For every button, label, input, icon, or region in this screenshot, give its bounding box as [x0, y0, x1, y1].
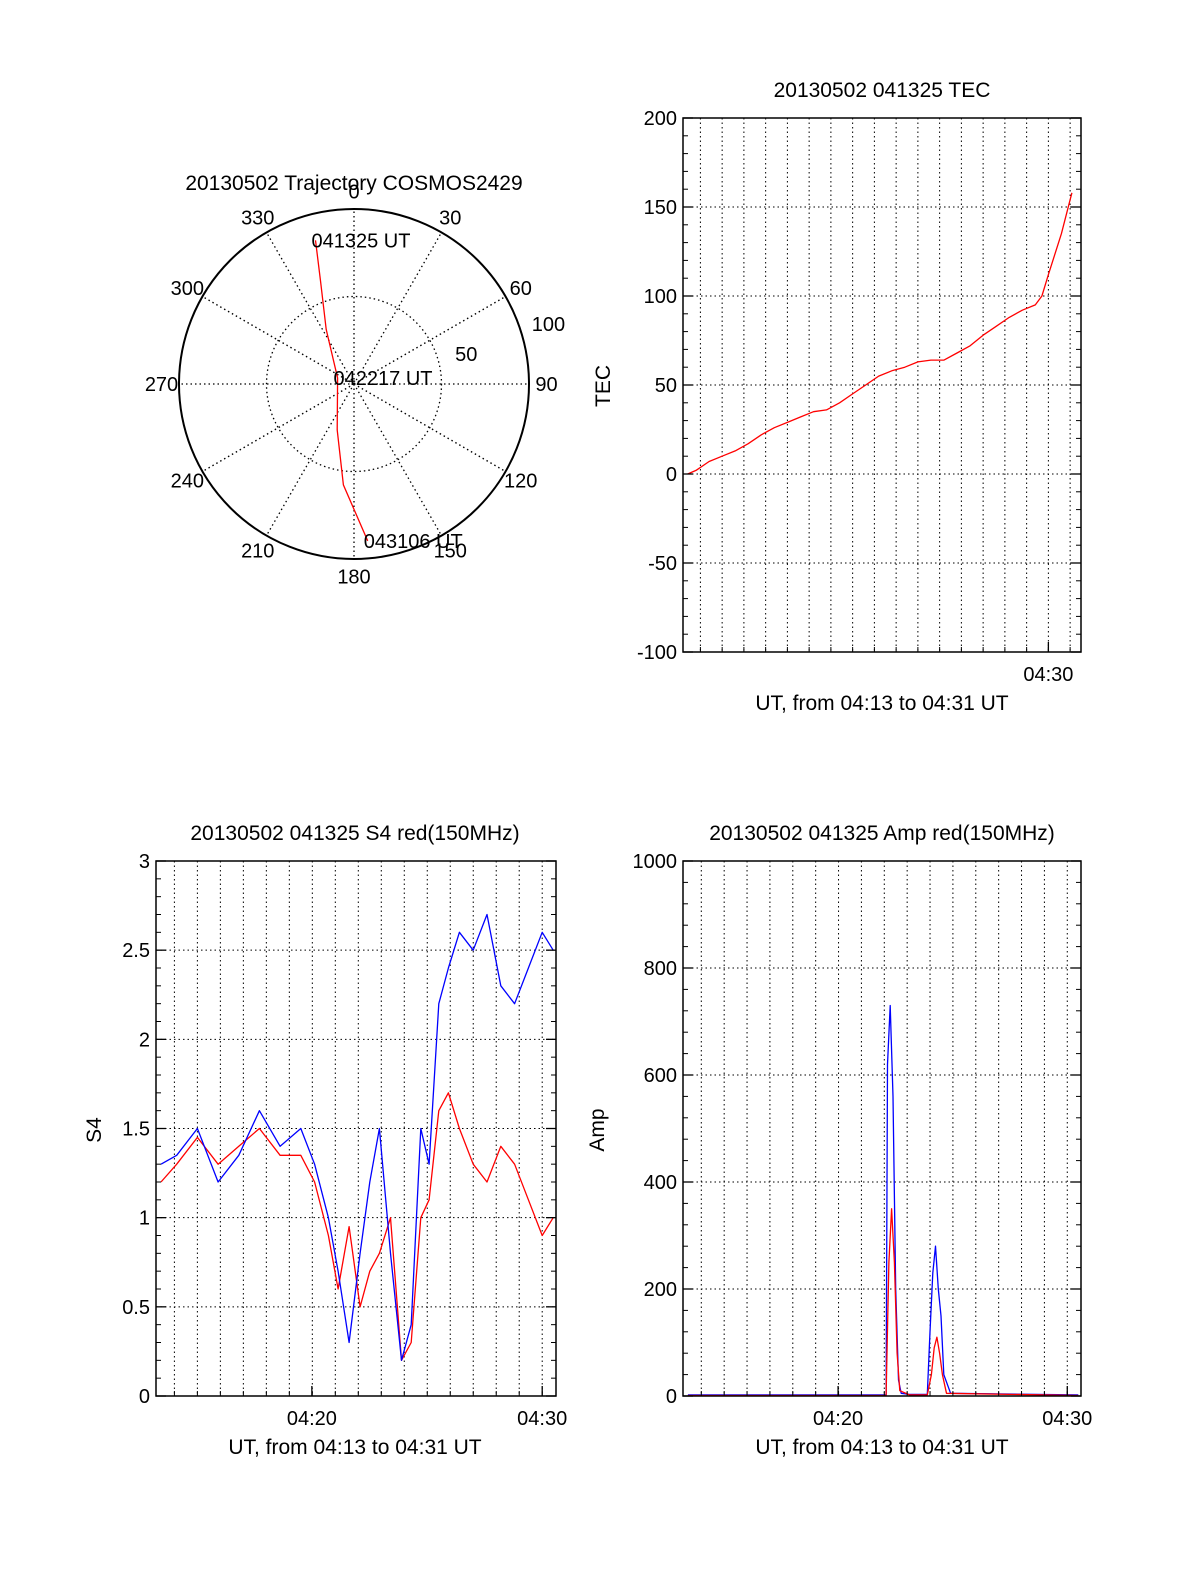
- tec-panel: 20130502 041325 TEC -100 -50 0 50 100 150 200 0…: [592, 79, 1082, 715]
- s4-title: 20130502 041325 S4 red(150MHz): [190, 822, 519, 845]
- trajectory-time-label: 041325 UT: [312, 230, 411, 252]
- x-tick-label: 04:20: [287, 1408, 337, 1430]
- tec-series: [687, 192, 1073, 475]
- trajectory-time-label: 042217 UT: [334, 368, 433, 390]
- tec-title: 20130502 041325 TEC: [774, 79, 991, 102]
- polar-angle-label: 30: [439, 207, 461, 229]
- polar-angle-label: 150: [434, 541, 467, 563]
- polar-spoke: [202, 383, 355, 473]
- trajectory-panel: 20130502 Trajectory COSMOS2429 0 30 60 90 12…: [145, 172, 565, 589]
- polar-angle-label: 240: [171, 470, 204, 492]
- polar-angle-labels: 0 30 60 90 120 150 180 210 240 270 300 330: [145, 182, 558, 589]
- polar-angle-label: 330: [241, 207, 274, 229]
- s4-grid: [156, 861, 556, 1396]
- y-tick-label: 50: [655, 375, 677, 397]
- y-tick-label: 1.5: [122, 1119, 150, 1141]
- y-tick-label: 1: [139, 1208, 150, 1230]
- polar-grid: [179, 209, 529, 559]
- y-tick-label: 200: [644, 108, 677, 130]
- s4-ticks: 0 0.5 1 1.5 2 2.5 3 04:20 04:30: [122, 851, 567, 1430]
- tec-grid: [683, 118, 1081, 652]
- y-tick-label: -50: [648, 553, 677, 575]
- y-tick-label: 400: [644, 1172, 677, 1194]
- y-tick-label: 200: [644, 1279, 677, 1301]
- y-tick-label: 2.5: [122, 940, 150, 962]
- y-tick-label: 150: [644, 197, 677, 219]
- y-tick-label: 600: [644, 1065, 677, 1087]
- s4-panel: 20130502 041325 S4 red(150MHz) 0 0.5 1 1.5 2…: [83, 822, 567, 1459]
- s4-ylabel: S4: [83, 1117, 106, 1143]
- polar-angle-label: 120: [504, 470, 537, 492]
- amp-xlabel: UT, from 04:13 to 04:31 UT: [755, 1436, 1008, 1459]
- polar-angle-label: 270: [145, 374, 178, 396]
- polar-angle-label: 0: [348, 182, 359, 204]
- amp-panel: 20130502 041325 Amp red(150MHz) 0 200 400 6…: [586, 822, 1092, 1459]
- polar-radial-label: 100: [532, 314, 565, 336]
- y-tick-label: 0: [666, 464, 677, 486]
- y-tick-label: 2: [139, 1029, 150, 1051]
- polar-angle-label: 300: [171, 278, 204, 300]
- amp-series: [687, 1004, 1079, 1397]
- series-line-red: [160, 1092, 554, 1361]
- trajectory-title: 20130502 Trajectory COSMOS2429: [185, 172, 522, 195]
- amp-title: 20130502 041325 Amp red(150MHz): [709, 822, 1055, 845]
- polar-angle-label: 90: [535, 374, 557, 396]
- polar-outer-ring: [178, 208, 530, 560]
- y-tick-label: 3: [139, 851, 150, 873]
- trajectory-line: [314, 240, 369, 542]
- x-tick-label: 04:30: [1042, 1408, 1092, 1430]
- polar-radial-labels: 50 100: [455, 314, 565, 366]
- x-tick-label: 04:30: [517, 1408, 567, 1430]
- trajectory-annotations: 041325 UT 042217 UT 043106 UT: [312, 230, 463, 553]
- polar-radial-label: 50: [455, 344, 477, 366]
- y-tick-label: 800: [644, 958, 677, 980]
- amp-grid: [683, 861, 1081, 1396]
- polar-angle-label: 60: [510, 278, 532, 300]
- s4-series: [160, 913, 554, 1361]
- y-tick-label: 0: [139, 1386, 150, 1408]
- y-tick-label: 0: [666, 1386, 677, 1408]
- series-line-red: [687, 192, 1073, 475]
- series-line-blue: [160, 913, 554, 1361]
- series-line-red: [687, 1208, 1079, 1397]
- y-tick-label: 0.5: [122, 1297, 150, 1319]
- polar-spoke: [353, 232, 443, 385]
- s4-xlabel: UT, from 04:13 to 04:31 UT: [228, 1436, 481, 1459]
- tec-ylabel: TEC: [592, 365, 615, 407]
- polar-angle-label: 210: [241, 541, 274, 563]
- x-tick-label: 04:20: [813, 1408, 863, 1430]
- tec-xlabel: UT, from 04:13 to 04:31 UT: [755, 692, 1008, 715]
- polar-angle-label: 180: [337, 567, 370, 589]
- tec-ticks: -100 -50 0 50 100 150 200 04:30: [637, 108, 1081, 686]
- trajectory-time-label: 043106 UT: [364, 531, 463, 553]
- series-line-blue: [687, 1004, 1079, 1396]
- polar-radial-circle: [265, 295, 443, 473]
- y-tick-label: -100: [637, 642, 677, 664]
- amp-ticks: 0 200 400 600 800 1000 04:20 04:30: [633, 851, 1093, 1430]
- amp-plot-frame: [682, 860, 1082, 1397]
- x-tick-label: 04:30: [1023, 664, 1073, 686]
- amp-ylabel: Amp: [586, 1108, 609, 1151]
- y-tick-label: 1000: [633, 851, 678, 873]
- y-tick-label: 100: [644, 286, 677, 308]
